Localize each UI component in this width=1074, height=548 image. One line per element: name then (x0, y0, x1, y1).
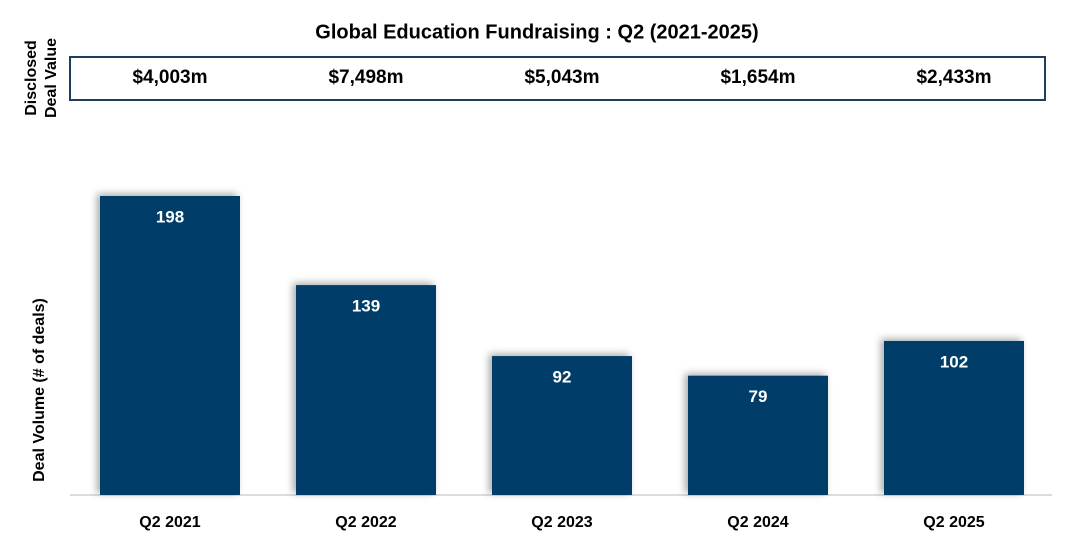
bar (492, 356, 632, 495)
x-tick-label: Q2 2024 (727, 514, 788, 531)
bar (100, 196, 240, 495)
data-label: 92 (553, 368, 572, 387)
data-label: 139 (352, 297, 380, 316)
deal-value: $4,003m (132, 67, 207, 88)
deal-value: $7,498m (328, 67, 403, 88)
deal-value: $5,043m (524, 67, 599, 88)
deal-value: $1,654m (720, 67, 795, 88)
deal-value-title: Deal Value (43, 38, 60, 118)
deal-value: $2,433m (916, 67, 991, 88)
x-tick-label: Q2 2022 (335, 514, 396, 531)
x-tick-label: Q2 2021 (139, 514, 200, 531)
deal-value-title: Disclosed (23, 40, 40, 116)
data-label: 198 (156, 207, 184, 226)
data-label: 102 (940, 352, 968, 371)
bar (296, 285, 436, 495)
data-label: 79 (749, 387, 768, 406)
deal-value-box (69, 56, 1046, 101)
x-tick-label: Q2 2023 (531, 514, 592, 531)
bar (884, 340, 1024, 495)
bar (688, 375, 828, 495)
x-tick-label: Q2 2025 (923, 514, 984, 531)
chart-title: Global Education Fundraising : Q2 (2021-… (315, 21, 758, 43)
y-axis-label: Deal Volume (# of deals) (31, 298, 48, 482)
